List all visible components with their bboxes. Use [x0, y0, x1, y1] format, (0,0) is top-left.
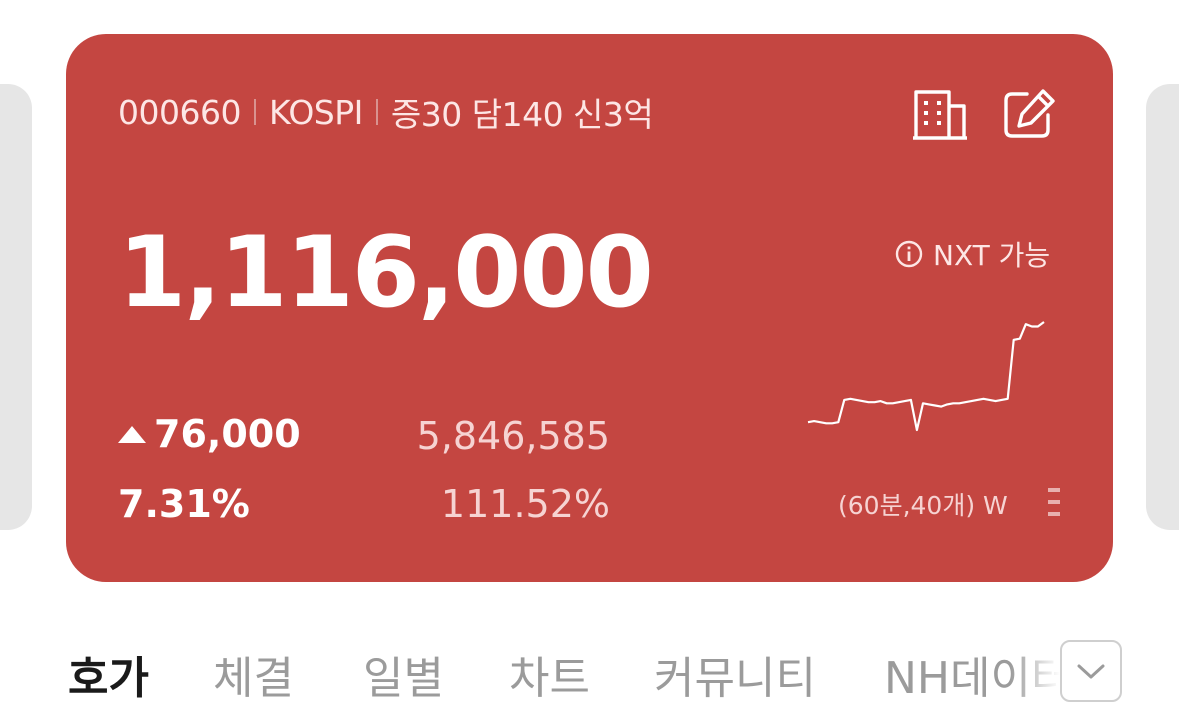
detail-tabs: 호가 체결 일별 차트 커뮤니티 NH데이터 — [0, 628, 1179, 720]
stock-summary-card: 000660 KOSPI 증30 담140 신3억 1,116,000 — [66, 34, 1113, 582]
triangle-up-icon — [118, 425, 146, 443]
next-stock-card[interactable] — [1146, 84, 1179, 530]
nxt-label: NXT 가능 — [933, 239, 1051, 272]
tab-daily[interactable]: 일별 — [363, 653, 444, 704]
meta-divider — [253, 99, 256, 125]
building-icon[interactable] — [911, 86, 969, 142]
tab-scroll-fade — [1010, 628, 1060, 720]
sparkline-series-line — [807, 321, 1045, 432]
chevron-down-icon — [1077, 664, 1105, 679]
change-amount: 76,000 — [154, 412, 301, 456]
tab-chart[interactable]: 차트 — [509, 653, 590, 704]
current-price: 1,116,000 — [118, 216, 654, 330]
intraday-sparkline[interactable] — [806, 314, 1056, 444]
stock-meta: 000660 KOSPI 증30 담140 신3억 — [118, 90, 654, 135]
tab-community[interactable]: 커뮤니티 — [654, 653, 816, 704]
chart-period-label[interactable]: (60분,40개) W — [838, 491, 1008, 520]
tab-orderbook[interactable]: 호가 — [68, 653, 149, 704]
menu-bars-icon[interactable] — [1048, 486, 1060, 518]
info-icon — [895, 240, 923, 268]
nxt-availability[interactable]: NXT 가능 — [895, 234, 1050, 274]
tab-trades[interactable]: 체결 — [213, 653, 294, 704]
meta-divider — [375, 99, 378, 125]
change-rate: 7.31% — [118, 482, 250, 526]
stock-code: 000660 — [118, 92, 241, 132]
volume-rate: 111.52% — [440, 482, 610, 526]
edit-icon[interactable] — [1001, 86, 1059, 142]
margin-info: 증30 담140 신3억 — [390, 95, 654, 134]
price-change: 76,000 — [118, 412, 301, 456]
trading-volume: 5,846,585 — [416, 414, 610, 458]
prev-stock-card[interactable] — [0, 84, 32, 530]
market-name: KOSPI — [268, 92, 363, 132]
tabs-more-button[interactable] — [1060, 640, 1122, 702]
